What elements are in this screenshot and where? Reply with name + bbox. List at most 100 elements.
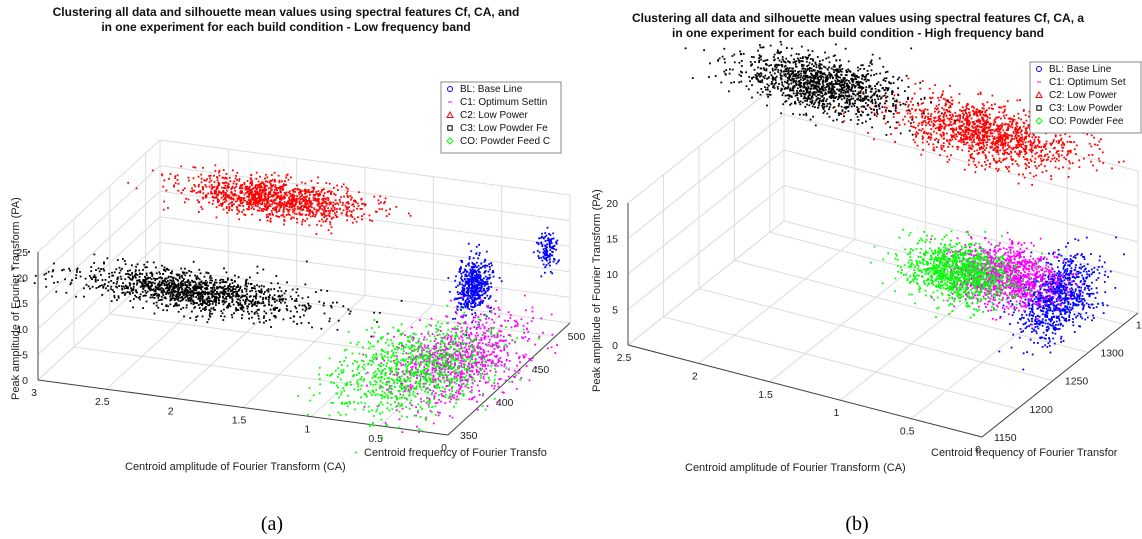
- data-point: [455, 341, 457, 344]
- data-point: [477, 294, 479, 297]
- data-point: [361, 203, 363, 205]
- data-point: [328, 212, 331, 215]
- data-point: [423, 382, 426, 385]
- data-point: [435, 350, 438, 352]
- data-point: [472, 306, 475, 309]
- data-point: [346, 207, 349, 209]
- grid-line: [37, 216, 161, 330]
- data-point: [464, 354, 466, 356]
- data-point: [498, 329, 500, 332]
- data-point: [406, 398, 408, 401]
- data-point: [174, 286, 176, 289]
- data-point: [156, 277, 159, 280]
- data-point: [309, 209, 312, 211]
- data-point: [176, 304, 179, 307]
- data-point: [541, 232, 543, 235]
- data-point: [173, 291, 176, 294]
- data-point: [296, 195, 298, 197]
- data-point: [223, 289, 225, 291]
- data-point: [238, 178, 241, 180]
- data-point: [224, 281, 227, 284]
- data-point: [221, 181, 224, 184]
- data-point: [438, 349, 441, 351]
- data-point: [509, 335, 512, 338]
- data-point: [447, 358, 449, 360]
- data-point: [280, 194, 283, 197]
- data-point: [97, 286, 100, 288]
- data-point: [473, 282, 476, 285]
- data-point: [122, 258, 124, 260]
- data-point: [135, 289, 137, 292]
- data-point: [424, 354, 427, 356]
- data-point: [264, 189, 267, 192]
- data-point: [320, 190, 323, 193]
- data-point: [528, 338, 530, 340]
- data-point: [199, 303, 202, 305]
- data-point: [212, 308, 215, 311]
- data-point: [283, 201, 286, 203]
- data-point: [374, 394, 377, 396]
- data-point: [530, 359, 533, 362]
- data-point: [134, 275, 137, 277]
- data-point: [396, 364, 398, 367]
- data-point: [327, 214, 330, 217]
- data-point: [514, 324, 517, 327]
- data-point: [116, 286, 118, 289]
- data-point: [466, 294, 469, 297]
- data-point: [350, 210, 353, 213]
- data-point: [143, 263, 146, 266]
- data-point: [254, 287, 256, 290]
- data-point: [504, 319, 506, 322]
- data-point: [390, 387, 392, 390]
- data-point: [264, 180, 267, 183]
- data-point: [434, 405, 437, 408]
- data-point: [238, 187, 241, 190]
- data-point: [195, 278, 198, 281]
- data-point: [367, 340, 370, 343]
- data-point: [442, 364, 444, 367]
- data-point: [251, 183, 253, 185]
- data-point: [251, 196, 254, 199]
- data-point: [530, 320, 533, 323]
- data-point: [423, 344, 426, 347]
- data-point: [222, 286, 225, 289]
- data-point: [416, 392, 419, 395]
- data-point: [127, 181, 130, 184]
- data-point: [484, 373, 486, 376]
- data-point: [210, 277, 213, 280]
- data-point: [380, 393, 383, 396]
- data-point: [425, 416, 428, 419]
- data-point: [255, 204, 257, 207]
- data-point: [432, 390, 435, 392]
- data-point: [200, 173, 203, 176]
- data-point: [268, 318, 271, 321]
- data-point: [247, 187, 250, 190]
- data-point: [549, 261, 551, 263]
- data-point: [363, 213, 366, 216]
- data-point: [254, 185, 257, 187]
- tick-label: 20: [16, 273, 28, 285]
- data-point: [222, 176, 225, 179]
- data-point: [242, 299, 245, 302]
- data-point: [423, 336, 426, 339]
- data-point: [268, 304, 271, 306]
- data-point: [325, 182, 328, 184]
- data-point: [478, 290, 480, 293]
- data-point: [295, 202, 297, 205]
- data-point: [549, 270, 552, 273]
- data-point: [381, 395, 384, 397]
- data-point: [487, 330, 490, 332]
- data-point: [218, 204, 221, 207]
- data-point: [45, 272, 48, 275]
- data-point: [185, 290, 188, 292]
- data-point: [333, 186, 335, 189]
- data-point: [349, 195, 352, 197]
- data-point: [476, 366, 479, 368]
- data-point: [470, 352, 473, 355]
- data-point: [210, 192, 212, 195]
- series-4-points: [297, 304, 540, 454]
- data-point: [401, 344, 403, 347]
- data-point: [470, 302, 472, 305]
- data-point: [322, 213, 324, 215]
